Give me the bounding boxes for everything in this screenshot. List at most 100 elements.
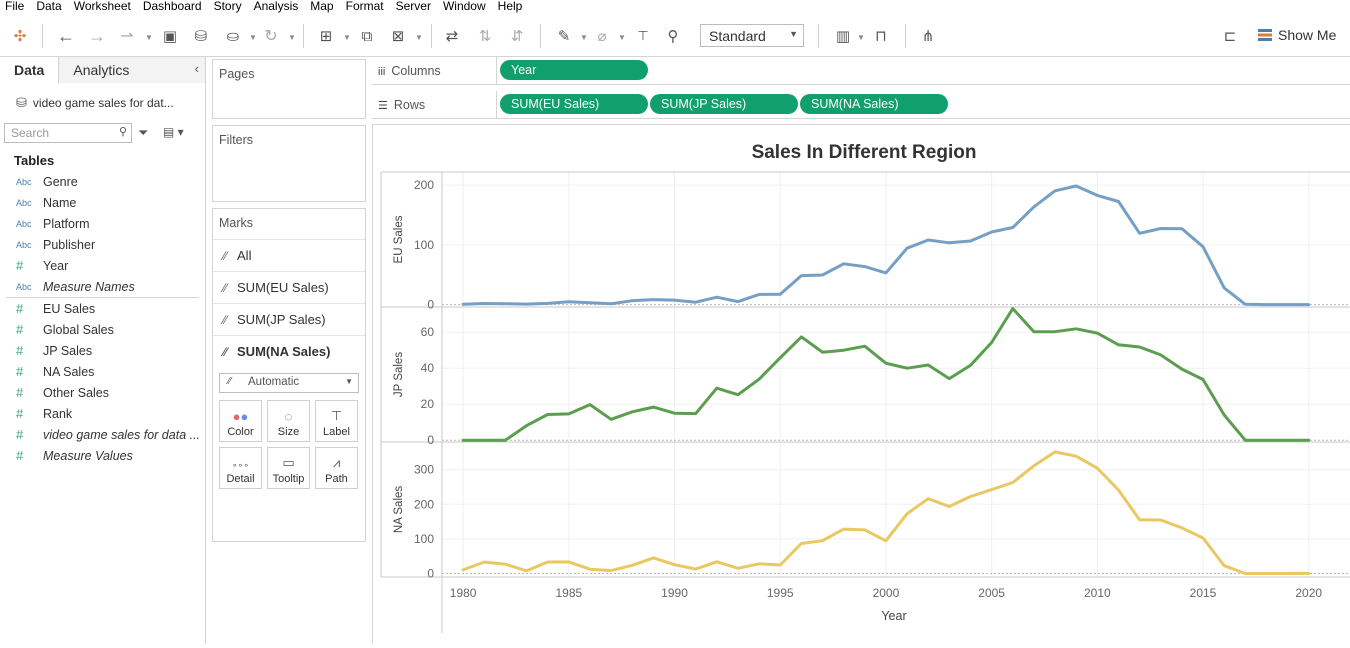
field-item[interactable]: # Global Sales [0,319,205,340]
tooltip-button[interactable]: ▭ Tooltip [267,447,310,489]
sort-descending-icon[interactable]: ⇵ [510,28,524,45]
filters-card[interactable]: Filters [212,125,366,202]
field-item[interactable]: # Other Sales [0,382,205,403]
chart-type-icon[interactable]: ▥ [835,28,851,45]
columns-shelf[interactable]: iii Columns Year [372,57,1350,85]
rows-pill-eu-sales[interactable]: SUM(EU Sales) [500,94,648,114]
rows-pill-jp-sales[interactable]: SUM(JP Sales) [650,94,798,114]
group-dropdown-icon[interactable]: ▼ [618,33,626,42]
pause-dropdown-icon[interactable]: ▼ [249,33,257,42]
tables-header: Tables [14,153,55,168]
menu-dashboard[interactable]: Dashboard [142,0,202,13]
chart-type-dropdown-icon[interactable]: ▼ [857,33,865,42]
presentation-icon[interactable]: ⊓ [875,28,887,45]
marks-row[interactable]: ⁄⁄ SUM(EU Sales) [213,271,365,303]
swap-icon[interactable]: ⇄ [445,28,459,45]
dimension-type-icon: Abc [16,218,32,229]
refresh-icon[interactable]: ↻ [264,28,278,45]
fit-select[interactable]: Standard ▼ [700,24,804,47]
color-button[interactable]: ●● Color [219,400,262,442]
save-icon[interactable]: ▣ [162,28,178,45]
menu-help[interactable]: Help [497,0,523,13]
highlight-icon[interactable]: ✎ [557,28,571,45]
cards-pane: Pages Filters Marks ⁄⁄ All ⁄⁄ SUM(EU Sales)… [206,57,372,644]
new-worksheet-icon[interactable]: ⊞ [319,28,333,45]
x-tick-label: 2010 [1084,586,1111,600]
search-input[interactable]: Search ⚲ [4,123,132,143]
marks-row[interactable]: ⁄⁄ SUM(NA Sales) [213,335,365,367]
menu-window[interactable]: Window [442,0,486,13]
duplicate-icon[interactable]: ⧉ [361,27,373,45]
marks-row[interactable]: ⁄⁄ SUM(JP Sales) [213,303,365,335]
clear-dropdown-icon[interactable]: ▼ [415,33,423,42]
clear-sheet-icon[interactable]: ⊠ [391,28,405,45]
sort-ascending-icon[interactable]: ⇅ [478,28,492,45]
label-button[interactable]: ⊤ Label [315,400,358,442]
share-icon[interactable]: ⋔ [921,28,935,45]
back-icon[interactable]: ← [57,25,75,46]
x-tick-label: 1980 [450,586,477,600]
rows-pill-na-sales[interactable]: SUM(NA Sales) [800,94,948,114]
field-item[interactable]: # Rank [0,403,205,424]
marks-row[interactable]: ⁄⁄ All [213,239,365,271]
field-item[interactable]: # NA Sales [0,361,205,382]
path-button[interactable]: ⩘ Path [315,447,358,489]
highlight-dropdown-icon[interactable]: ▼ [580,33,588,42]
pages-card[interactable]: Pages [212,59,366,119]
y-axis-label: JP Sales [393,352,405,397]
refresh-dropdown-icon[interactable]: ▼ [288,33,296,42]
new-worksheet-dropdown-icon[interactable]: ▼ [343,33,351,42]
filter-icon[interactable]: ⏷ [138,125,149,140]
tooltip-pointer-icon[interactable]: ⊏ [1223,28,1237,45]
columns-pill-year[interactable]: Year [500,60,648,80]
mark-type-select[interactable]: ⁄⁄ Automatic ▼ [219,373,359,393]
tooltip-icon: ▭ [282,455,295,470]
view-options-icon[interactable]: ▤ ▾ [163,125,184,139]
rows-icon: ☰ [378,100,388,112]
menu-file[interactable]: File [5,0,25,13]
pin-icon[interactable]: ⚲ [667,28,679,45]
field-item[interactable]: # EU Sales [0,298,205,319]
field-label: video game sales for data ... [43,427,201,442]
field-item[interactable]: Abc Platform [0,213,205,234]
field-item[interactable]: # Measure Values [0,445,205,466]
field-item[interactable]: # Year [0,255,205,276]
menu-format[interactable]: Format [345,0,384,13]
rows-shelf[interactable]: ☰ Rows SUM(EU Sales) SUM(JP Sales) SUM(NA… [372,91,1350,119]
measure-type-icon: # [16,322,24,337]
text-label-icon[interactable]: ⊤ [637,28,649,43]
menu-server[interactable]: Server [395,0,431,13]
show-me-button[interactable]: Show Me [1258,27,1336,43]
field-item[interactable]: # JP Sales [0,340,205,361]
field-item[interactable]: Abc Measure Names [0,276,205,297]
forward-icon[interactable]: → [88,25,106,46]
menu-data[interactable]: Data [36,0,62,13]
size-button[interactable]: ◌ Size [267,400,310,442]
field-item[interactable]: # video game sales for data ... [0,424,205,445]
y-tick-label: 200 [414,178,434,192]
field-item[interactable]: Abc Publisher [0,234,205,255]
tab-analytics[interactable]: Analytics [59,57,205,83]
tab-data[interactable]: Data [0,57,60,83]
group-icon[interactable]: ⌀ [597,28,607,45]
field-label: Rank [43,406,73,421]
y-tick-label: 100 [414,238,434,252]
new-datasource-icon[interactable]: ⛁ [194,28,208,45]
redo-dropdown-icon[interactable]: ▼ [145,33,153,42]
datasource-item[interactable]: ⛁ video game sales for dat... [0,83,205,115]
menu-story[interactable]: Story [213,0,242,13]
menu-worksheet[interactable]: Worksheet [73,0,131,13]
pause-updates-icon[interactable]: ⛀ [226,28,240,45]
field-item[interactable]: Abc Genre [0,171,205,192]
redo-icon[interactable]: ⇀ [120,28,134,45]
menu-analysis[interactable]: Analysis [253,0,299,13]
collapse-icon[interactable]: ‹ [194,61,199,76]
tableau-logo-icon[interactable]: ✣ [13,28,27,45]
dimension-type-icon: Abc [16,281,32,292]
field-item[interactable]: Abc Name [0,192,205,213]
detail-button[interactable]: ∘∘∘ Detail [219,447,262,489]
measure-type-icon: # [16,427,24,442]
menu-map[interactable]: Map [310,0,334,13]
search-placeholder: Search [11,126,50,140]
